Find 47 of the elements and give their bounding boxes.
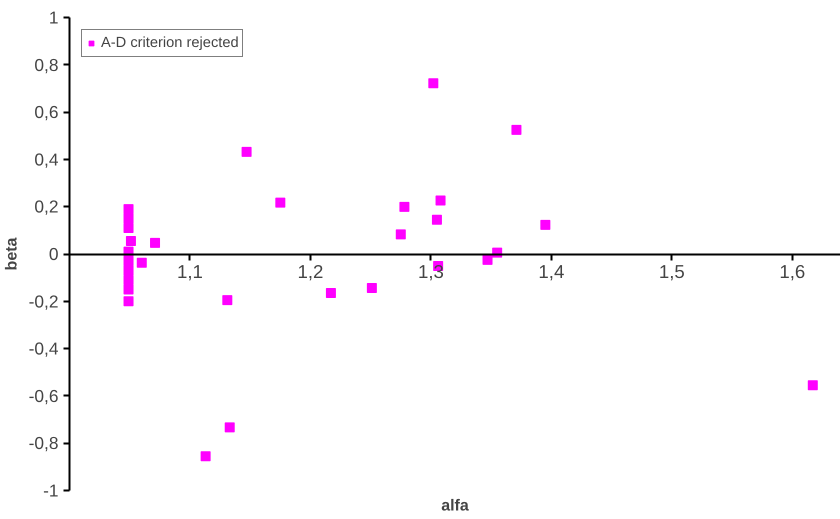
point [326,288,336,298]
y-tick-label: -0,8 [28,433,58,454]
point [150,238,160,248]
y-tick-label: 0,8 [34,54,59,75]
point [124,214,134,224]
point [511,124,522,135]
point [124,222,134,233]
point [124,275,134,286]
point [428,78,438,88]
y-tick-label: -0,2 [28,291,58,312]
point [124,256,134,266]
point [222,295,232,306]
y-tick-label: 0 [48,244,59,264]
y-tick-label: -0,4 [28,338,59,359]
x-tick-label: 1,5 [658,261,685,282]
y-tick-label: -0,6 [28,386,58,406]
point [432,214,442,225]
y-tick-label: -1 [43,480,59,500]
point [224,422,235,432]
point [275,198,286,208]
x-tick-label: 1,3 [418,261,444,282]
point [540,220,550,230]
point [124,296,134,306]
x-tick-label: 1,1 [177,261,203,282]
x-tick-label: 1,2 [297,261,324,282]
x-axis-title: alfa [441,498,469,514]
point [366,283,377,294]
point [482,254,493,265]
y-axis-title: beta [4,237,21,270]
point [399,202,410,212]
x-tick-label: 1,6 [779,261,806,282]
point [136,258,147,268]
point [242,146,252,157]
point [436,196,446,206]
legend-label: A-D criterion rejected [101,35,239,51]
y-tick-label: 0,6 [34,102,59,122]
point [396,229,406,240]
point [126,236,136,246]
point [124,204,134,214]
point [200,451,211,462]
y-tick-label: 0,2 [34,196,59,217]
point [124,266,134,276]
point [124,284,134,294]
y-tick-label: 1 [48,8,59,28]
x-tick-label: 1,4 [538,261,564,282]
y-tick-label: 0,4 [34,149,59,170]
point [808,380,818,390]
